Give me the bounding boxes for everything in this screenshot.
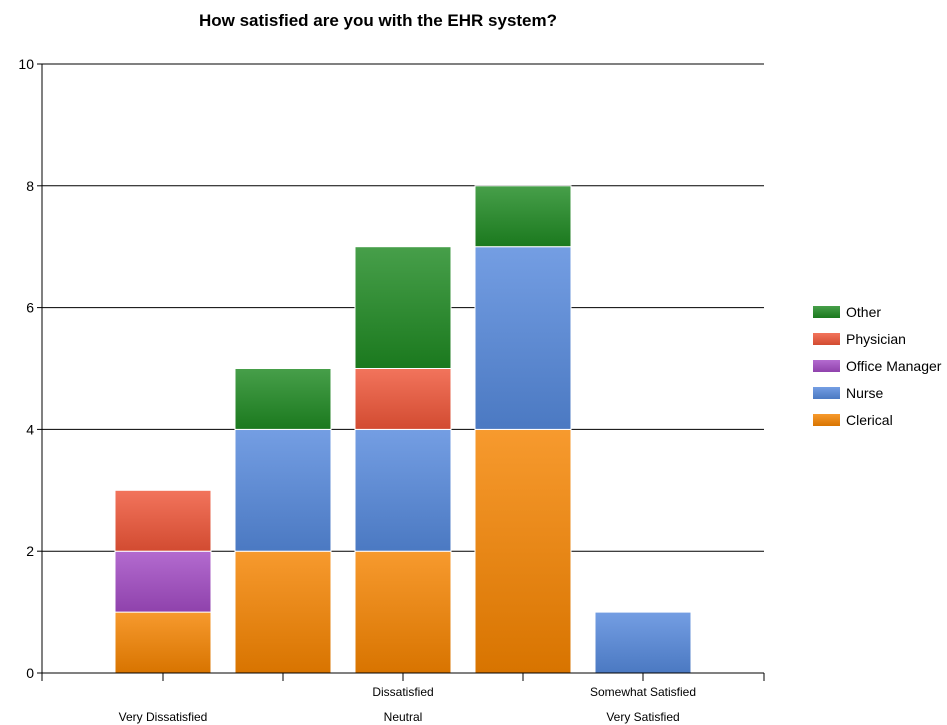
bar-neutral-nurse <box>354 428 452 552</box>
bar-very-dissatisfied-office-manager <box>114 550 212 613</box>
x-category-label-dissatisfied: Dissatisfied <box>372 685 433 699</box>
legend-label-other: Other <box>846 304 881 320</box>
x-category-label-very-satisfied: Very Satisfied <box>606 710 679 724</box>
bar-very-dissatisfied-clerical <box>114 611 212 674</box>
bar-very-dissatisfied-physician <box>114 489 212 552</box>
bar-neutral-clerical <box>354 550 452 674</box>
chart-title: How satisfied are you with the EHR syste… <box>199 11 557 30</box>
legend-label-nurse: Nurse <box>846 385 884 401</box>
legend-label-office-manager: Office Manager <box>846 358 942 374</box>
y-tick-label: 4 <box>26 421 34 437</box>
y-tick-label: 0 <box>26 665 34 681</box>
legend-swatch-clerical <box>813 414 840 426</box>
y-tick-label: 6 <box>26 300 34 316</box>
bar-somewhat-satisfied-clerical <box>474 428 572 674</box>
legend-swatch-physician <box>813 333 840 345</box>
x-category-label-very-dissatisfied: Very Dissatisfied <box>119 710 208 724</box>
bar-somewhat-satisfied-other <box>474 185 572 248</box>
legend-label-clerical: Clerical <box>846 412 893 428</box>
y-tick-label: 10 <box>18 56 34 72</box>
x-axis-category-labels: Very Dissatisfied Dissatisfied Neutral Some… <box>119 685 696 724</box>
bar-neutral-other <box>354 246 452 369</box>
y-tick-label: 2 <box>26 543 34 559</box>
bar-somewhat-satisfied-nurse <box>474 246 572 430</box>
bar-dissatisfied-other <box>234 368 332 430</box>
legend-label-physician: Physician <box>846 331 906 347</box>
legend: Other Physician Office Manager Nurse Clerica… <box>813 304 942 428</box>
bar-very-satisfied-nurse <box>594 611 692 674</box>
y-tick-label: 8 <box>26 178 34 194</box>
bar-dissatisfied-clerical <box>234 550 332 674</box>
legend-swatch-office-manager <box>813 360 840 372</box>
x-category-label-somewhat-satisfied: Somewhat Satisfied <box>590 685 696 699</box>
legend-swatch-other <box>813 306 840 318</box>
axes <box>37 63 765 681</box>
bar-neutral-physician <box>354 368 452 430</box>
bars <box>114 185 692 674</box>
y-axis-tick-labels: 0 2 4 6 8 10 <box>18 56 34 681</box>
legend-swatch-nurse <box>813 387 840 399</box>
bar-dissatisfied-nurse <box>234 428 332 552</box>
x-category-label-neutral: Neutral <box>384 710 423 724</box>
